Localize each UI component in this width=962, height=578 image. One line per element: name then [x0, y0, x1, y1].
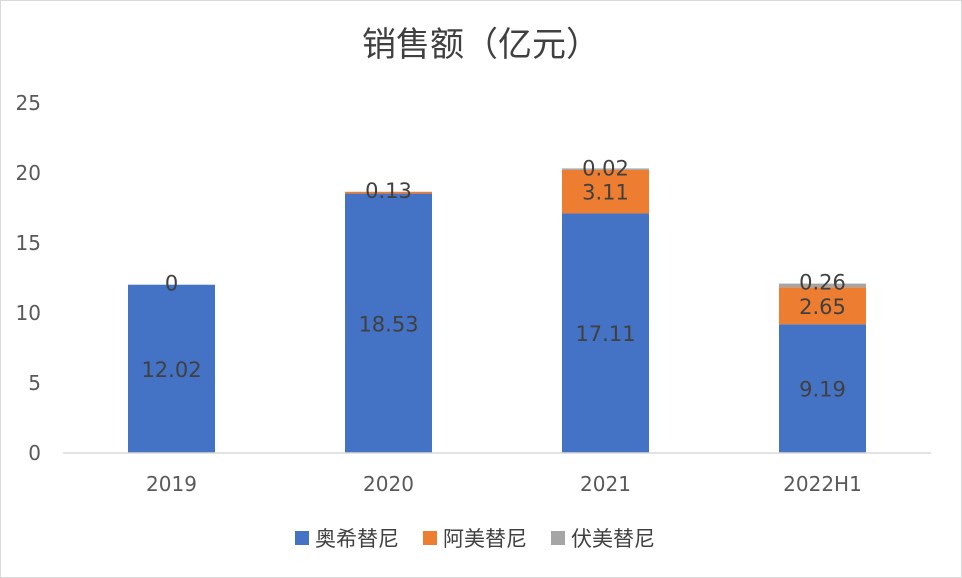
- legend-swatch: [295, 531, 309, 545]
- legend-swatch: [551, 531, 565, 545]
- bar-segment: [562, 213, 649, 453]
- bar-segment: [779, 283, 866, 288]
- legend-label: 阿美替尼: [443, 527, 527, 551]
- data-label: 3.11: [582, 181, 629, 205]
- data-labels: 12.02 0 18.53 0.13 17.11 3.110.02 9.19 2.650.26: [141, 157, 845, 402]
- x-tick-label: 2022H1: [783, 472, 862, 496]
- legend-label: 伏美替尼: [571, 527, 655, 551]
- y-tick-label: 10: [16, 301, 41, 325]
- bars: [128, 168, 866, 453]
- data-label: 2.65: [799, 295, 846, 319]
- data-label: 0: [165, 272, 178, 296]
- bar-segment: [128, 284, 215, 453]
- legend-label: 奥希替尼: [315, 527, 399, 551]
- data-label: 0.26: [799, 271, 846, 295]
- x-axis: 2019 2020 2021 2022H1: [146, 472, 862, 496]
- bar-segment: [562, 169, 649, 214]
- legend-swatch: [423, 531, 437, 545]
- bar-segment: [345, 191, 432, 194]
- y-tick-label: 5: [28, 371, 41, 395]
- data-label: 17.11: [575, 322, 635, 346]
- bar-segment: [779, 287, 866, 325]
- data-label: 9.19: [799, 378, 846, 402]
- x-tick-label: 2019: [146, 472, 197, 496]
- y-tick-label: 25: [16, 91, 41, 115]
- x-tick-label: 2020: [363, 472, 414, 496]
- data-label: 18.53: [358, 312, 418, 336]
- data-label: 0.13: [365, 179, 412, 203]
- data-label: 0.02: [582, 157, 629, 181]
- bar-segment: [779, 324, 866, 453]
- y-axis: 0 5 10 15 20 25: [16, 91, 41, 465]
- y-tick-label: 20: [16, 161, 41, 185]
- x-tick-label: 2021: [580, 472, 631, 496]
- data-label: 12.02: [141, 358, 201, 382]
- y-tick-label: 15: [16, 231, 41, 255]
- legend: 奥希替尼 阿美替尼 伏美替尼: [295, 527, 655, 551]
- y-tick-label: 0: [28, 441, 41, 465]
- bar-segment: [562, 168, 649, 170]
- bar-segment: [345, 193, 432, 453]
- chart-title: 销售额（亿元）: [362, 25, 600, 65]
